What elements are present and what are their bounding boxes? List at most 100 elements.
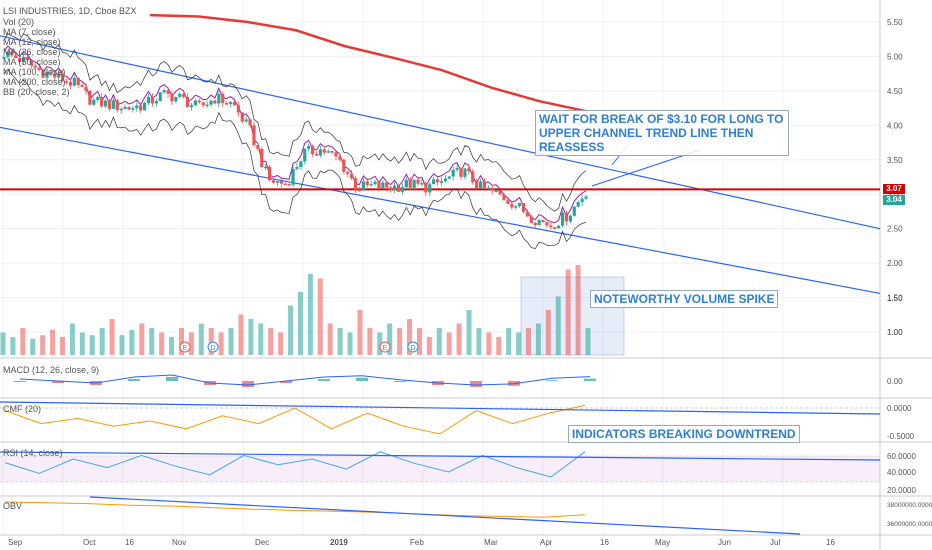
candle-body: [268, 166, 272, 181]
macd-histogram-bar: [14, 381, 26, 382]
candle-body: [76, 77, 80, 85]
bollinger-upper-band: [3, 33, 587, 212]
candle-body: [213, 100, 217, 104]
candle-body: [369, 184, 373, 186]
volume-bar: [297, 292, 303, 355]
candle-body: [439, 181, 444, 183]
candle-body: [127, 106, 131, 110]
macd-pane-label[interactable]: MACD (12, 26, close, 9): [3, 365, 100, 375]
candle-body: [264, 166, 268, 169]
volume-bar: [496, 337, 502, 355]
cmf-axis-tick-label: 0.0000: [887, 404, 912, 413]
price-axis-tick-label: 5.00: [887, 52, 903, 61]
study-label-ma50[interactable]: MA (50, close): [3, 57, 61, 67]
volume-bar: [347, 332, 353, 355]
study-label-ma100[interactable]: MA (100, close): [3, 67, 66, 77]
candle-body: [482, 181, 487, 188]
candle-body: [572, 206, 576, 216]
volume-bar: [258, 323, 264, 355]
cmf-axis-tick-label: -0.5000: [887, 432, 915, 441]
volume-bar: [307, 274, 313, 355]
volume-axis-tick-label: 1.00: [887, 328, 903, 337]
cmf-pane-label[interactable]: CMF (20): [3, 404, 41, 414]
candle-body: [119, 108, 123, 111]
volume-bar: [526, 328, 532, 355]
study-label-ma200[interactable]: MA (200, close): [3, 77, 66, 87]
obv-axis-tick-label: 36000000.0000: [887, 521, 932, 528]
volume-bar: [555, 296, 561, 355]
volume-axis-tick-label: 1.50: [887, 294, 903, 303]
event-marker-icon: [407, 341, 419, 353]
volume-bar: [565, 269, 571, 355]
candle-body: [49, 72, 53, 74]
candle-body: [557, 225, 561, 229]
event-marker-icon: [179, 341, 191, 353]
volume-bar: [377, 332, 383, 355]
candle-body: [287, 184, 291, 186]
candle-body: [193, 100, 197, 106]
candle-body: [553, 227, 557, 229]
candle-body: [295, 167, 299, 169]
rsi-axis-tick-label: 40.0000: [887, 468, 916, 477]
candle-body: [21, 56, 26, 62]
volume-bar: [317, 278, 323, 355]
candle-body: [185, 96, 190, 108]
candle-body: [209, 100, 213, 105]
volume-bar: [268, 328, 274, 355]
event-marker-letter: D: [211, 345, 216, 352]
rsi-pane-label[interactable]: RSI (14, close): [3, 448, 63, 458]
volume-bar: [416, 328, 422, 355]
volume-bar: [208, 328, 214, 355]
candle-body: [232, 102, 237, 106]
candle-body: [560, 212, 565, 226]
volume-bar: [149, 328, 155, 355]
price-axis-tick-label: 2.50: [887, 225, 903, 234]
volume-bar: [178, 328, 184, 355]
macd-histogram-bar: [394, 381, 406, 382]
volume-bar: [238, 314, 244, 355]
volume-bar: [59, 337, 65, 355]
candle-body: [564, 212, 569, 222]
candle-body: [330, 151, 334, 153]
candle-body: [45, 72, 49, 78]
candle-body: [256, 145, 260, 149]
candle-body: [529, 216, 533, 223]
candle-body: [525, 211, 530, 217]
event-marker-icon: [379, 341, 391, 353]
candle-body: [299, 161, 303, 168]
candle-body: [490, 187, 494, 191]
macd-histogram-bar: [52, 381, 64, 383]
annotation-volume-spike: NOTEWORTHY VOLUME SPIKE: [590, 290, 779, 308]
last-price-tag: 3.04: [883, 195, 905, 205]
candle-body: [189, 105, 194, 108]
volume-bar: [119, 335, 125, 355]
candle-body: [533, 222, 537, 226]
candle-body: [33, 65, 37, 68]
candle-body: [510, 203, 514, 208]
volume-bar: [20, 328, 26, 355]
study-label-ma26[interactable]: MA (26, close): [3, 47, 61, 57]
candle-body: [182, 93, 186, 97]
volume-bar: [545, 310, 551, 355]
study-label-ma7[interactable]: MA (7, close): [3, 27, 56, 37]
study-label-ma12[interactable]: MA (12, close): [3, 37, 61, 47]
volume-bar: [188, 332, 194, 355]
candle-body: [408, 179, 412, 188]
candle-body: [279, 180, 283, 184]
candle-body: [236, 105, 240, 113]
study-label-vol[interactable]: Vol (20): [3, 17, 35, 27]
volume-bar: [456, 323, 462, 355]
volume-bar: [476, 328, 482, 355]
candle-body: [381, 182, 385, 189]
rsi-trend-line: [0, 451, 881, 461]
candle-body: [576, 202, 580, 207]
volume-bar: [436, 328, 442, 355]
obv-pane-label[interactable]: OBV: [3, 501, 23, 511]
volume-bar: [407, 319, 413, 355]
macd-histogram-bar: [166, 377, 178, 381]
ma200-line: [149, 13, 589, 113]
candle-body: [435, 179, 440, 183]
candle-body: [197, 100, 201, 103]
study-label-bb[interactable]: BB (20, close, 2): [3, 87, 70, 97]
